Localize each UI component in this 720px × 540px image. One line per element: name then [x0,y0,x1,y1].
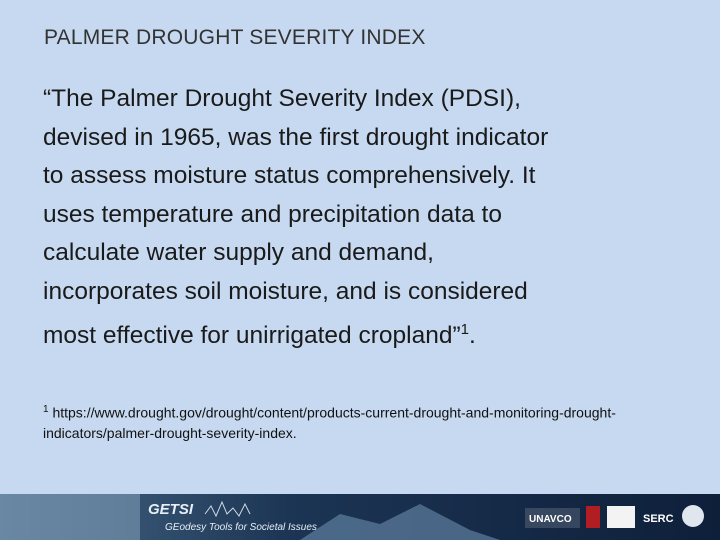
signal-graphic [204,500,251,518]
slide-title: PALMER DROUGHT SEVERITY INDEX [44,26,426,49]
quote-superscript: 1 [460,321,469,338]
quote-text: devised in 1965, was the first drought i… [43,123,549,151]
quote-text: most effective for unirrigated cropland” [43,322,461,350]
mountain [300,504,500,540]
quote-line: devised in 1965, was the first drought i… [43,119,548,158]
nsf-logo [682,505,704,527]
quote-line: incorporates soil moisture, and is consi… [43,273,548,312]
iu-logo [586,506,600,528]
partner-logo: UNAVCO [529,514,572,525]
logo-box [607,506,635,528]
quote-text: uses temperature and precipitation data … [43,200,502,228]
quote-line: uses temperature and precipitation data … [43,196,548,235]
quote-text: calculate water supply and demand, [43,239,434,266]
quote-end: . [468,322,476,350]
footer-tagline: GEodesy Tools for Societal Issues [165,522,317,533]
logo-box [525,508,580,528]
quote-line: most effective for unirrigated cropland”… [43,311,548,356]
quote-line: “The Palmer Drought Severity Index (PDSI… [43,80,548,119]
footer-logo: GETSI [148,501,194,518]
quote-line: to assess moisture status comprehensivel… [43,157,548,196]
quote-text: to assess moisture status comprehensivel… [43,162,536,189]
partner-logo: SERC [643,513,674,525]
footnote-text: https://www.drought.gov/drought/content/… [43,404,616,441]
quote-line: calculate water supply and demand, [43,234,548,273]
quote-text: incorporates soil moisture, and is consi… [43,277,528,305]
quote-text: “The Palmer Drought Severity Index (PDSI… [43,85,521,112]
footnote-marker: 1 [43,404,49,415]
footer-banner: GETSI GEodesy Tools for Societal Issues … [0,494,720,540]
footnote: 1 https://www.drought.gov/drought/conten… [43,400,683,443]
quote: “The Palmer Drought Severity Index (PDSI… [43,80,548,356]
photo-strip [0,494,140,540]
